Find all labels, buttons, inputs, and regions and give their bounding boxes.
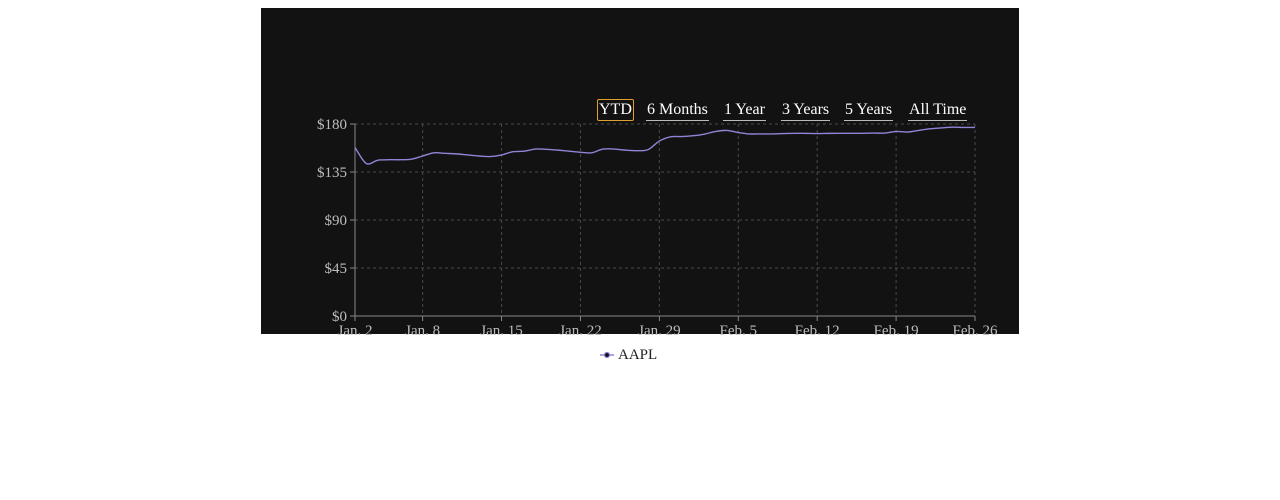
range-button-1-year[interactable]: 1 Year [723, 99, 766, 121]
x-tick-label: Feb. 26 [953, 323, 999, 339]
x-tick-label: Jan. 2 [338, 323, 373, 339]
x-tick-label: Feb. 5 [720, 323, 758, 339]
y-tick-label: $90 [325, 213, 348, 229]
range-button-6-months[interactable]: 6 Months [646, 99, 709, 121]
range-button-all-time[interactable]: All Time [908, 99, 968, 121]
y-tick-label: $0 [332, 309, 347, 325]
legend: AAPL [600, 345, 657, 365]
range-button-3-years[interactable]: 3 Years [781, 99, 831, 121]
range-selector: YTD 6 Months 1 Year 3 Years 5 Years All … [261, 99, 1019, 123]
x-tick-label: Jan. 29 [638, 323, 681, 339]
series-line-aapl [354, 126, 976, 165]
x-tick-label: Jan. 8 [405, 323, 440, 339]
x-tick-label: Feb. 12 [795, 323, 840, 339]
range-button-5-years[interactable]: 5 Years [844, 99, 894, 121]
x-tick-label: Jan. 22 [559, 323, 602, 339]
y-tick-label: $45 [325, 261, 348, 277]
x-tick-label: Feb. 19 [874, 323, 919, 339]
x-tick-label: Jan. 15 [480, 323, 522, 339]
y-tick-label: $180 [317, 117, 347, 133]
range-button-ytd[interactable]: YTD [597, 99, 634, 121]
legend-line-marker-icon [600, 351, 614, 359]
line-chart: $0 $45 $90 $135 $180 Jan. 2 Jan. 8 Jan. 15 Jan. … [317, 117, 999, 339]
y-tick-label: $135 [317, 165, 347, 181]
chart-panel: YTD 6 Months 1 Year 3 Years 5 Years All … [261, 8, 1019, 339]
legend-label-aapl: AAPL [618, 346, 658, 363]
